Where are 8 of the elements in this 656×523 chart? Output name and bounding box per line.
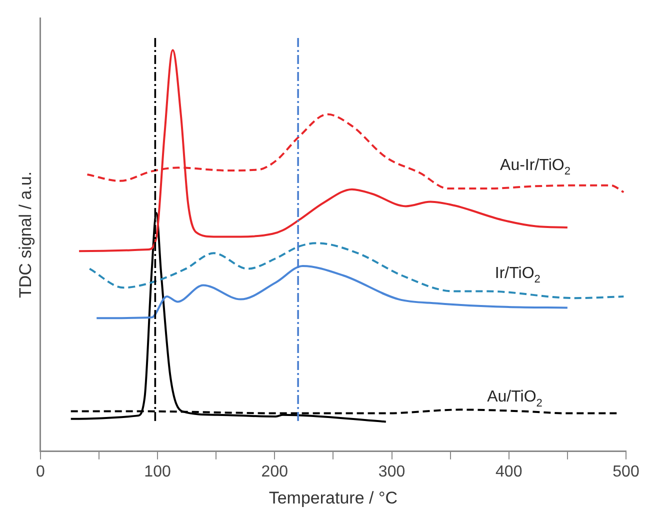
y-axis-title: TDC signal / a.u. [16,171,35,298]
x-axis-title: Temperature / °C [268,488,398,508]
x-tick-label: 300 [378,463,406,480]
x-tick-label: 500 [612,463,640,480]
x-tick-label: 100 [144,463,171,480]
x-tick-label: 200 [261,463,288,480]
x-tick-label: 400 [496,463,522,480]
x-tick-label: 0 [36,463,45,480]
